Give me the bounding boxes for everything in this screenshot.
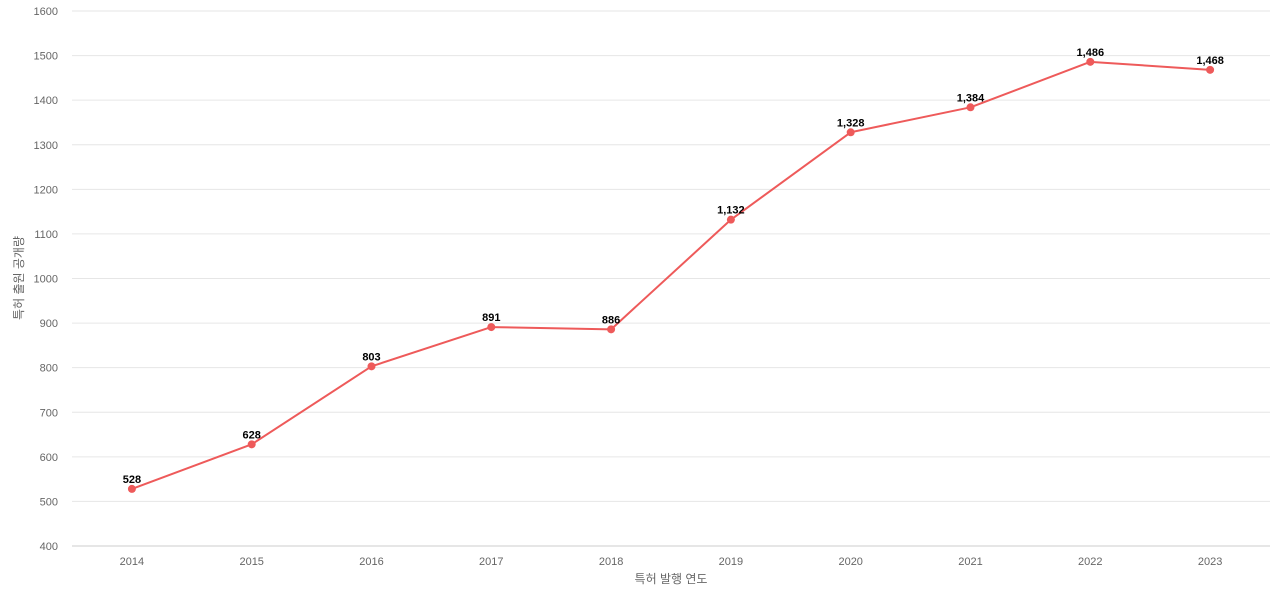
data-point[interactable] bbox=[487, 323, 496, 332]
data-label: 886 bbox=[602, 314, 620, 326]
y-tick-label: 700 bbox=[40, 407, 58, 419]
data-label: 891 bbox=[482, 312, 500, 324]
data-points bbox=[127, 57, 1215, 493]
data-labels: 528 628 803 891 886 1,132 1,328 1,384 1,486 1,468 bbox=[123, 47, 1224, 486]
series-line bbox=[131, 60, 1211, 490]
data-label: 1,468 bbox=[1196, 55, 1224, 67]
y-tick-label: 1100 bbox=[34, 229, 58, 241]
x-tick-label: 2022 bbox=[1078, 556, 1102, 568]
y-axis-ticks: 400 500 600 700 800 900 1000 1100 1200 1300 1400 15… bbox=[34, 6, 58, 553]
x-tick-label: 2015 bbox=[239, 556, 263, 568]
y-tick-label: 1500 bbox=[34, 51, 58, 63]
data-label: 628 bbox=[243, 429, 261, 441]
data-label: 1,328 bbox=[837, 117, 865, 129]
x-tick-label: 2023 bbox=[1198, 556, 1222, 568]
data-point[interactable] bbox=[247, 440, 256, 449]
y-tick-label: 500 bbox=[40, 496, 58, 508]
data-point[interactable] bbox=[607, 325, 616, 334]
y-tick-label: 1400 bbox=[34, 95, 58, 107]
y-tick-label: 1000 bbox=[34, 274, 58, 286]
y-tick-label: 900 bbox=[40, 318, 58, 330]
data-label: 528 bbox=[123, 474, 141, 486]
x-tick-label: 2014 bbox=[120, 556, 144, 568]
data-label: 803 bbox=[362, 351, 380, 363]
series bbox=[131, 60, 1211, 490]
x-tick-label: 2019 bbox=[719, 556, 743, 568]
data-point[interactable] bbox=[846, 128, 855, 137]
data-label: 1,384 bbox=[957, 92, 985, 104]
data-point[interactable] bbox=[127, 484, 136, 493]
data-label: 1,486 bbox=[1077, 47, 1105, 59]
x-tick-label: 2016 bbox=[359, 556, 383, 568]
data-point[interactable] bbox=[367, 362, 376, 371]
x-tick-label: 2021 bbox=[958, 556, 982, 568]
data-point[interactable] bbox=[1086, 57, 1095, 66]
y-axis-title: 특허 출원 공개량 bbox=[12, 236, 26, 320]
y-tick-label: 600 bbox=[40, 452, 58, 464]
y-tick-label: 1600 bbox=[34, 6, 58, 18]
y-tick-label: 800 bbox=[40, 363, 58, 375]
data-point[interactable] bbox=[966, 103, 975, 112]
x-tick-label: 2018 bbox=[599, 556, 623, 568]
y-tick-label: 1300 bbox=[34, 140, 58, 152]
y-tick-label: 400 bbox=[40, 541, 58, 553]
gridlines bbox=[72, 10, 1270, 547]
x-axis-title: 특허 발행 연도 bbox=[635, 571, 708, 586]
x-tick-label: 2017 bbox=[479, 556, 503, 568]
y-tick-label: 1200 bbox=[34, 184, 58, 196]
x-tick-label: 2020 bbox=[838, 556, 862, 568]
x-axis-ticks: 2014 2015 2016 2017 2018 2019 2020 2021 2022 2023 bbox=[120, 556, 1223, 568]
data-point[interactable] bbox=[1206, 65, 1215, 74]
data-label: 1,132 bbox=[717, 205, 745, 217]
data-point[interactable] bbox=[726, 215, 735, 224]
